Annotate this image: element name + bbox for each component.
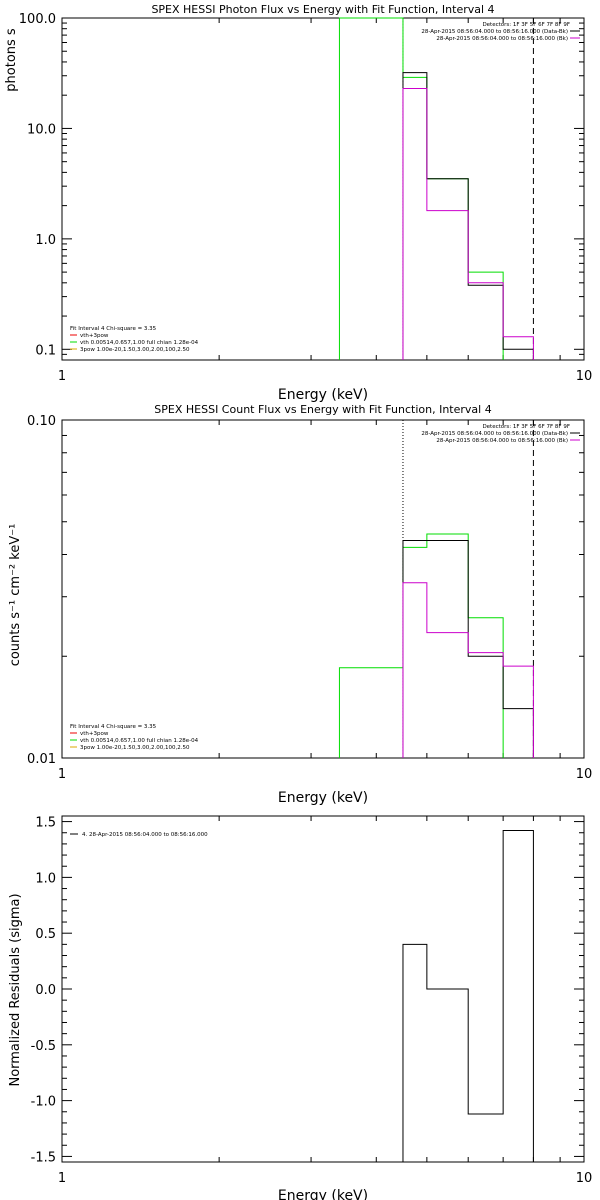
y-tick-label-2-2: -0.5 — [31, 1039, 56, 1054]
y-axis-label-1: counts s⁻¹ cm⁻² keV⁻¹ — [8, 524, 23, 667]
plot-frame-2 — [61, 815, 585, 1163]
legend-header-1: Detectors: 1F 3F 5F 6F 7F 8F 9F — [482, 424, 570, 430]
x-tick-label-0-1: 10 — [576, 369, 593, 384]
y-tick-label-2-0: -1.5 — [31, 1150, 56, 1165]
series-step-line-1-1 — [402, 540, 534, 758]
legend-entry-1-1: 28-Apr-2015 08:56:04.000 to 08:56:16.000… — [436, 438, 568, 444]
x-tick-label-1-1: 10 — [576, 767, 593, 782]
y-tick-label-2-4: 0.5 — [35, 927, 56, 942]
series-step-line-2-0 — [402, 830, 534, 1162]
series-step-line-1-2 — [402, 582, 534, 758]
y-tick-label-2-3: 0.0 — [35, 983, 56, 998]
y-tick-label-1-1: 0.10 — [27, 414, 56, 429]
chart-title-1: SPEX HESSI Count Flux vs Energy with Fit… — [154, 403, 491, 416]
legend-header-0: Detectors: 1F 3F 5F 6F 7F 8F 9F — [482, 22, 570, 28]
fit-legend-entry-1-1: vth 0.00514,0.657,1.00 full chian 1.28e-… — [80, 738, 199, 744]
legend-entry-1-0: 28-Apr-2015 08:56:04.000 to 08:56:16.000… — [421, 431, 568, 437]
y-axis-label-0: photons s — [4, 28, 19, 92]
fit-legend-entry-0-1: vth 0.00514,0.657,1.00 full chian 1.28e-… — [80, 340, 199, 346]
y-tick-label-0-3: 100.0 — [19, 12, 56, 27]
y-tick-label-0-0: 0.1 — [35, 343, 56, 358]
series-step-line-0-2 — [402, 87, 534, 360]
fit-legend-entry-0-0: vth+3pow — [80, 333, 109, 339]
chart-title-0: SPEX HESSI Photon Flux vs Energy with Fi… — [151, 3, 494, 16]
x-axis-label-1: Energy (keV) — [278, 790, 368, 806]
legend-entry-2-0: 4. 28-Apr-2015 08:56:04.000 to 08:56:16.… — [82, 832, 208, 838]
x-tick-label-2-0: 1 — [58, 1171, 66, 1186]
x-axis-label-0: Energy (keV) — [278, 387, 368, 403]
y-tick-label-2-6: 1.5 — [35, 816, 56, 831]
plot-frame-0 — [61, 17, 585, 361]
y-tick-label-1-0: 0.01 — [27, 752, 56, 767]
fit-legend-header-0: Fit Interval 4 Chi-square = 3.35 — [70, 326, 157, 332]
legend-entry-0-1: 28-Apr-2015 08:56:04.000 to 08:56:16.000… — [436, 36, 568, 42]
fit-legend-entry-1-0: vth+3pow — [80, 731, 109, 737]
y-tick-label-2-5: 1.0 — [35, 871, 56, 886]
x-tick-label-2-1: 10 — [576, 1171, 593, 1186]
fit-legend-header-1: Fit Interval 4 Chi-square = 3.35 — [70, 724, 157, 730]
y-tick-label-2-1: -1.0 — [31, 1095, 56, 1110]
y-tick-label-0-1: 1.0 — [35, 233, 56, 248]
series-step-line-1-0 — [338, 533, 504, 758]
y-tick-label-0-2: 10.0 — [27, 122, 56, 137]
series-step-line-0-0 — [338, 17, 504, 360]
plot-frame-1 — [61, 419, 585, 759]
fit-legend-entry-0-2: 3pow 1.00e-20,1.50,3.00,2.00,100,2.50 — [80, 347, 190, 353]
x-tick-label-0-0: 1 — [58, 369, 66, 384]
fit-legend-entry-1-2: 3pow 1.00e-20,1.50,3.00,2.00,100,2.50 — [80, 745, 190, 751]
legend-entry-0-0: 28-Apr-2015 08:56:04.000 to 08:56:16.000… — [421, 29, 568, 35]
y-axis-label-2: Normalized Residuals (sigma) — [8, 893, 23, 1086]
x-axis-label-2: Energy (keV) — [278, 1188, 368, 1200]
x-tick-label-1-0: 1 — [58, 767, 66, 782]
